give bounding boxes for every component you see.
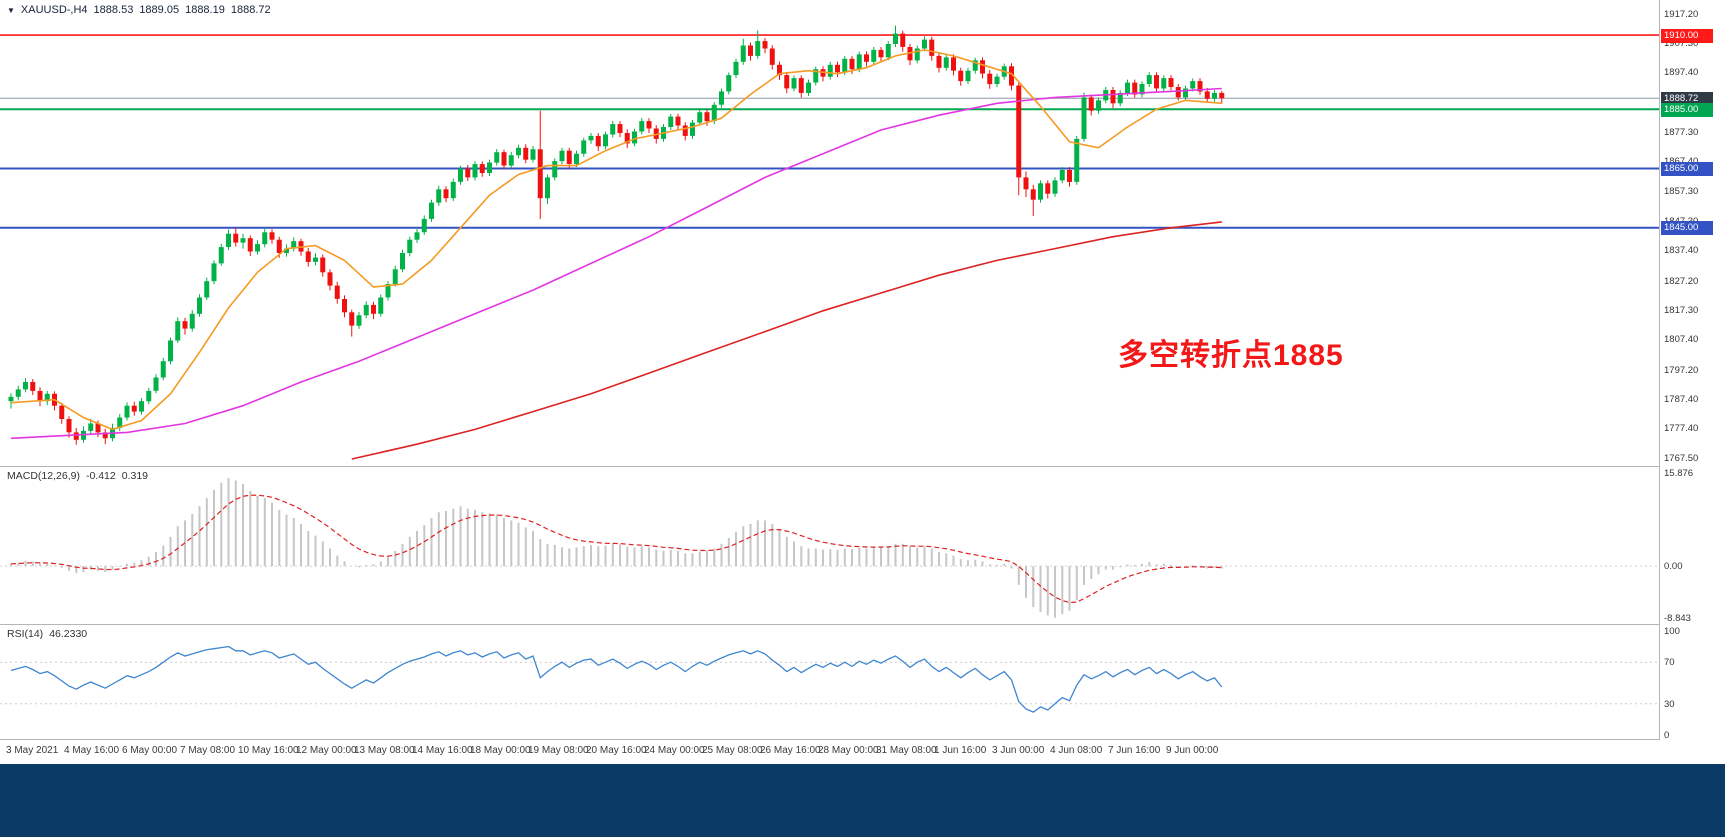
price-axis-label: 1897.40 bbox=[1664, 67, 1699, 78]
symbol-triangle-icon: ▼ bbox=[7, 5, 15, 15]
price-axis-label: 1857.30 bbox=[1664, 186, 1699, 197]
price-axis-label: 1907.30 bbox=[1664, 38, 1699, 49]
time-axis[interactable]: 3 May 2021 4 May 16:00 6 May 00:00 7 May 08… bbox=[0, 740, 1725, 764]
price-axis-label: 1867.40 bbox=[1664, 156, 1698, 167]
time-axis-label: 14 May 16:00 bbox=[412, 745, 473, 756]
symbol-timeframe-label: XAUUSD-,H4 bbox=[20, 4, 88, 16]
ohlc-low: 1888.19 bbox=[185, 4, 225, 16]
time-axis-label: 31 May 08:00 bbox=[876, 745, 937, 756]
price-axis-label: 1767.50 bbox=[1664, 453, 1699, 464]
macd-label: MACD(12,26,9) bbox=[7, 470, 80, 482]
current-price-badge: 1888.72 bbox=[1661, 92, 1713, 106]
time-axis-label: 19 May 08:00 bbox=[528, 745, 589, 756]
time-axis-label: 18 May 00:00 bbox=[470, 745, 531, 756]
macd-axis-label: 15.876 bbox=[1664, 468, 1694, 479]
price-axis-label: 1787.40 bbox=[1664, 394, 1699, 405]
rsi-axis-label: 70 bbox=[1664, 657, 1675, 668]
level-price-badge: 1910.00 bbox=[1661, 29, 1713, 43]
candlestick-chart[interactable] bbox=[0, 0, 1660, 466]
price-axis-label: 1807.40 bbox=[1664, 334, 1699, 345]
time-axis-label: 9 Jun 00:00 bbox=[1166, 745, 1219, 756]
price-axis[interactable]: 1917.201907.301897.401887.401877.301867.… bbox=[1660, 0, 1725, 741]
ohlc-close: 1888.72 bbox=[230, 4, 271, 16]
panel-separator[interactable] bbox=[0, 466, 1725, 467]
level-price-badge: 1845.00 bbox=[1661, 221, 1713, 235]
panel-separator bbox=[0, 739, 1725, 740]
macd-panel-title: MACD(12,26,9) -0.412 0.319 bbox=[7, 470, 148, 482]
price-axis-label: 1827.20 bbox=[1664, 276, 1699, 287]
time-axis-label: 10 May 16:00 bbox=[238, 745, 299, 756]
panel-separator[interactable] bbox=[0, 624, 1725, 625]
rsi-label: RSI(14) bbox=[7, 628, 44, 640]
price-axis-label: 1837.40 bbox=[1664, 245, 1699, 256]
price-axis-separator bbox=[1659, 0, 1660, 740]
rsi-panel-title: RSI(14) 46.2330 bbox=[7, 628, 87, 640]
macd-indicator-chart[interactable] bbox=[0, 467, 1660, 624]
time-axis-label: 3 May 2021 bbox=[6, 745, 59, 756]
time-axis-label: 4 Jun 08:00 bbox=[1050, 745, 1103, 756]
rsi-indicator-chart[interactable] bbox=[0, 625, 1660, 739]
rsi-value: 46.2330 bbox=[49, 628, 88, 640]
rsi-axis-label: 100 bbox=[1664, 626, 1680, 637]
rsi-axis-label: 0 bbox=[1664, 730, 1670, 741]
time-axis-label: 24 May 00:00 bbox=[644, 745, 705, 756]
time-axis-label: 6 May 00:00 bbox=[122, 745, 178, 756]
level-price-badge: 1885.00 bbox=[1661, 103, 1713, 117]
time-axis-label: 25 May 08:00 bbox=[702, 745, 763, 756]
price-axis-label: 1877.30 bbox=[1664, 127, 1699, 138]
time-axis-label: 13 May 08:00 bbox=[354, 745, 415, 756]
ohlc-open: 1888.53 bbox=[93, 4, 134, 16]
price-axis-label: 1777.40 bbox=[1664, 423, 1699, 434]
price-axis-label: 1817.30 bbox=[1664, 305, 1699, 316]
time-axis-label: 3 Jun 00:00 bbox=[992, 745, 1045, 756]
chart-annotation-text: 多空转折点1885 bbox=[1118, 339, 1344, 372]
level-price-badge: 1865.00 bbox=[1661, 162, 1713, 176]
macd-axis-label: -8.843 bbox=[1664, 613, 1691, 624]
macd-main-value: -0.412 bbox=[85, 470, 116, 482]
time-axis-label: 12 May 00:00 bbox=[296, 745, 357, 756]
time-axis-label: 28 May 00:00 bbox=[818, 745, 879, 756]
time-axis-label: 7 Jun 16:00 bbox=[1108, 745, 1161, 756]
chart-header: ▼ XAUUSD-,H4 1888.53 1889.05 1888.19 188… bbox=[7, 4, 271, 16]
rsi-axis-label: 30 bbox=[1664, 699, 1675, 710]
time-axis-label: 26 May 16:00 bbox=[760, 745, 821, 756]
macd-signal-value: 0.319 bbox=[121, 470, 149, 482]
time-axis-label: 4 May 16:00 bbox=[64, 745, 120, 756]
footer-bar bbox=[0, 764, 1725, 837]
macd-axis-label: 0.00 bbox=[1664, 561, 1683, 572]
ohlc-high: 1889.05 bbox=[139, 4, 180, 16]
price-axis-label: 1797.20 bbox=[1664, 365, 1699, 376]
time-axis-label: 7 May 08:00 bbox=[180, 745, 236, 756]
time-axis-label: 20 May 16:00 bbox=[586, 745, 647, 756]
price-axis-label: 1917.20 bbox=[1664, 9, 1699, 20]
time-axis-label: 1 Jun 16:00 bbox=[934, 745, 987, 756]
